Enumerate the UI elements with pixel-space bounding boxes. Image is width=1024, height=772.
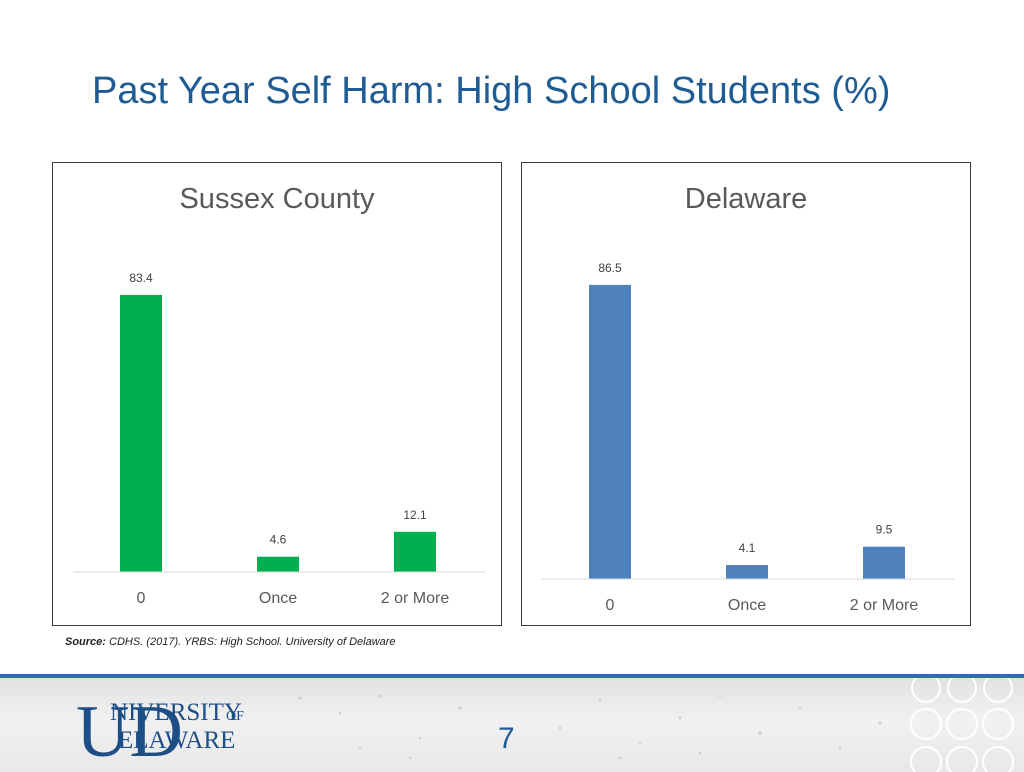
logo-text-of: OF — [226, 709, 244, 724]
bar-delaware-2 — [863, 546, 905, 579]
chart-panel-sussex: Sussex County 83.4 0 4.6 Once 12.1 2 or More — [52, 162, 502, 626]
bar-chart-delaware: 86.5 0 4.1 Once 9.5 2 or More — [542, 261, 954, 614]
source-citation: Source: CDHS. (2017). YRBS: High School.… — [65, 636, 396, 648]
chart-title-delaware: Delaware — [684, 183, 808, 215]
logo-text-line1: NIVERSITY — [110, 699, 242, 726]
slide-title: Past Year Self Harm: High School Student… — [92, 70, 891, 112]
category-label-delaware-1: Once — [728, 597, 766, 614]
category-label-delaware-0: 0 — [606, 597, 615, 614]
slide-footer: UD NIVERSITY OF ELAWARE 7 — [0, 674, 1024, 772]
university-logo: UD NIVERSITY OF ELAWARE — [76, 691, 244, 762]
data-label-delaware-1: 4.1 — [739, 541, 756, 555]
category-label-sussex-0: 0 — [137, 590, 146, 607]
logo-mark: UD — [76, 691, 183, 762]
bar-sussex-1 — [257, 556, 299, 572]
bar-chart-sussex: 83.4 0 4.6 Once 12.1 2 or More — [73, 271, 485, 607]
bar-delaware-1 — [726, 565, 768, 579]
decorative-circles — [910, 678, 1014, 772]
page-number: 7 — [498, 722, 515, 755]
source-label: Source: — [65, 636, 106, 648]
bar-sussex-0 — [120, 294, 162, 572]
chart-panel-delaware: Delaware 86.5 0 4.1 Once 9.5 2 or More — [521, 162, 971, 626]
category-label-sussex-1: Once — [259, 590, 297, 607]
source-text: CDHS. (2017). YRBS: High School. Univers… — [105, 636, 396, 648]
logo-text-line2: ELAWARE — [118, 727, 235, 754]
data-label-delaware-0: 86.5 — [598, 261, 622, 275]
bar-delaware-0 — [589, 284, 631, 579]
bar-sussex-2 — [394, 531, 436, 572]
data-label-delaware-2: 9.5 — [876, 523, 893, 537]
data-label-sussex-1: 4.6 — [270, 533, 287, 547]
category-label-delaware-2: 2 or More — [850, 597, 919, 614]
data-label-sussex-0: 83.4 — [129, 271, 153, 285]
footer-dot-pattern — [298, 694, 882, 760]
data-label-sussex-2: 12.1 — [403, 508, 427, 522]
category-label-sussex-2: 2 or More — [381, 590, 450, 607]
chart-title-sussex: Sussex County — [179, 183, 375, 215]
